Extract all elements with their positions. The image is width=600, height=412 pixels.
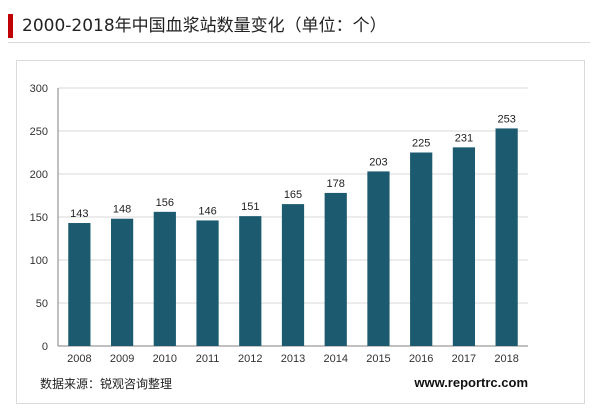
y-tick-label: 250 [30,126,48,138]
x-tick-label: 2017 [452,353,476,365]
bar [68,223,91,346]
data-label: 165 [284,189,302,201]
bar [110,218,134,346]
y-tick-label: 150 [30,212,48,224]
y-tick-label: 100 [30,255,48,267]
data-label: 231 [455,132,473,144]
x-tick-label: 2010 [153,353,177,365]
data-label: 156 [156,197,174,209]
title-bar: 2000-2018年中国血浆站数量变化（单位：个） [8,10,590,43]
bar [452,147,476,346]
data-label: 143 [70,208,88,220]
data-label: 178 [327,178,345,190]
x-tick-label: 2011 [196,353,220,365]
x-tick-label: 2008 [67,353,91,365]
data-source: 数据来源：锐观咨询整理 [40,377,173,391]
x-tick-label: 2016 [409,353,433,365]
data-label: 148 [113,204,131,216]
bar [196,220,219,346]
bar [153,211,176,346]
x-tick-label: 2018 [494,353,518,365]
data-label: 203 [369,156,387,168]
y-tick-label: 200 [30,169,48,181]
data-label: 225 [412,138,430,150]
x-tick-label: 2012 [238,353,262,365]
y-tick-label: 0 [42,341,48,353]
title-accent-bar [8,14,13,38]
x-tick-label: 2014 [323,353,347,365]
data-label: 151 [241,201,259,213]
bar [495,128,518,346]
bar [367,171,390,346]
y-tick-label: 300 [30,83,48,95]
y-tick-label: 50 [36,298,48,310]
x-tick-label: 2013 [281,353,305,365]
bar [324,192,347,346]
bar [410,152,433,346]
data-label: 253 [497,113,515,125]
x-tick-label: 2009 [110,353,134,365]
chart-title: 2000-2018年中国血浆站数量变化（单位：个） [22,16,387,36]
bar [281,204,305,346]
bar [239,216,262,346]
website-watermark: www.reportrc.com [414,375,528,390]
x-tick-label: 2015 [366,353,390,365]
data-label: 146 [198,205,216,217]
